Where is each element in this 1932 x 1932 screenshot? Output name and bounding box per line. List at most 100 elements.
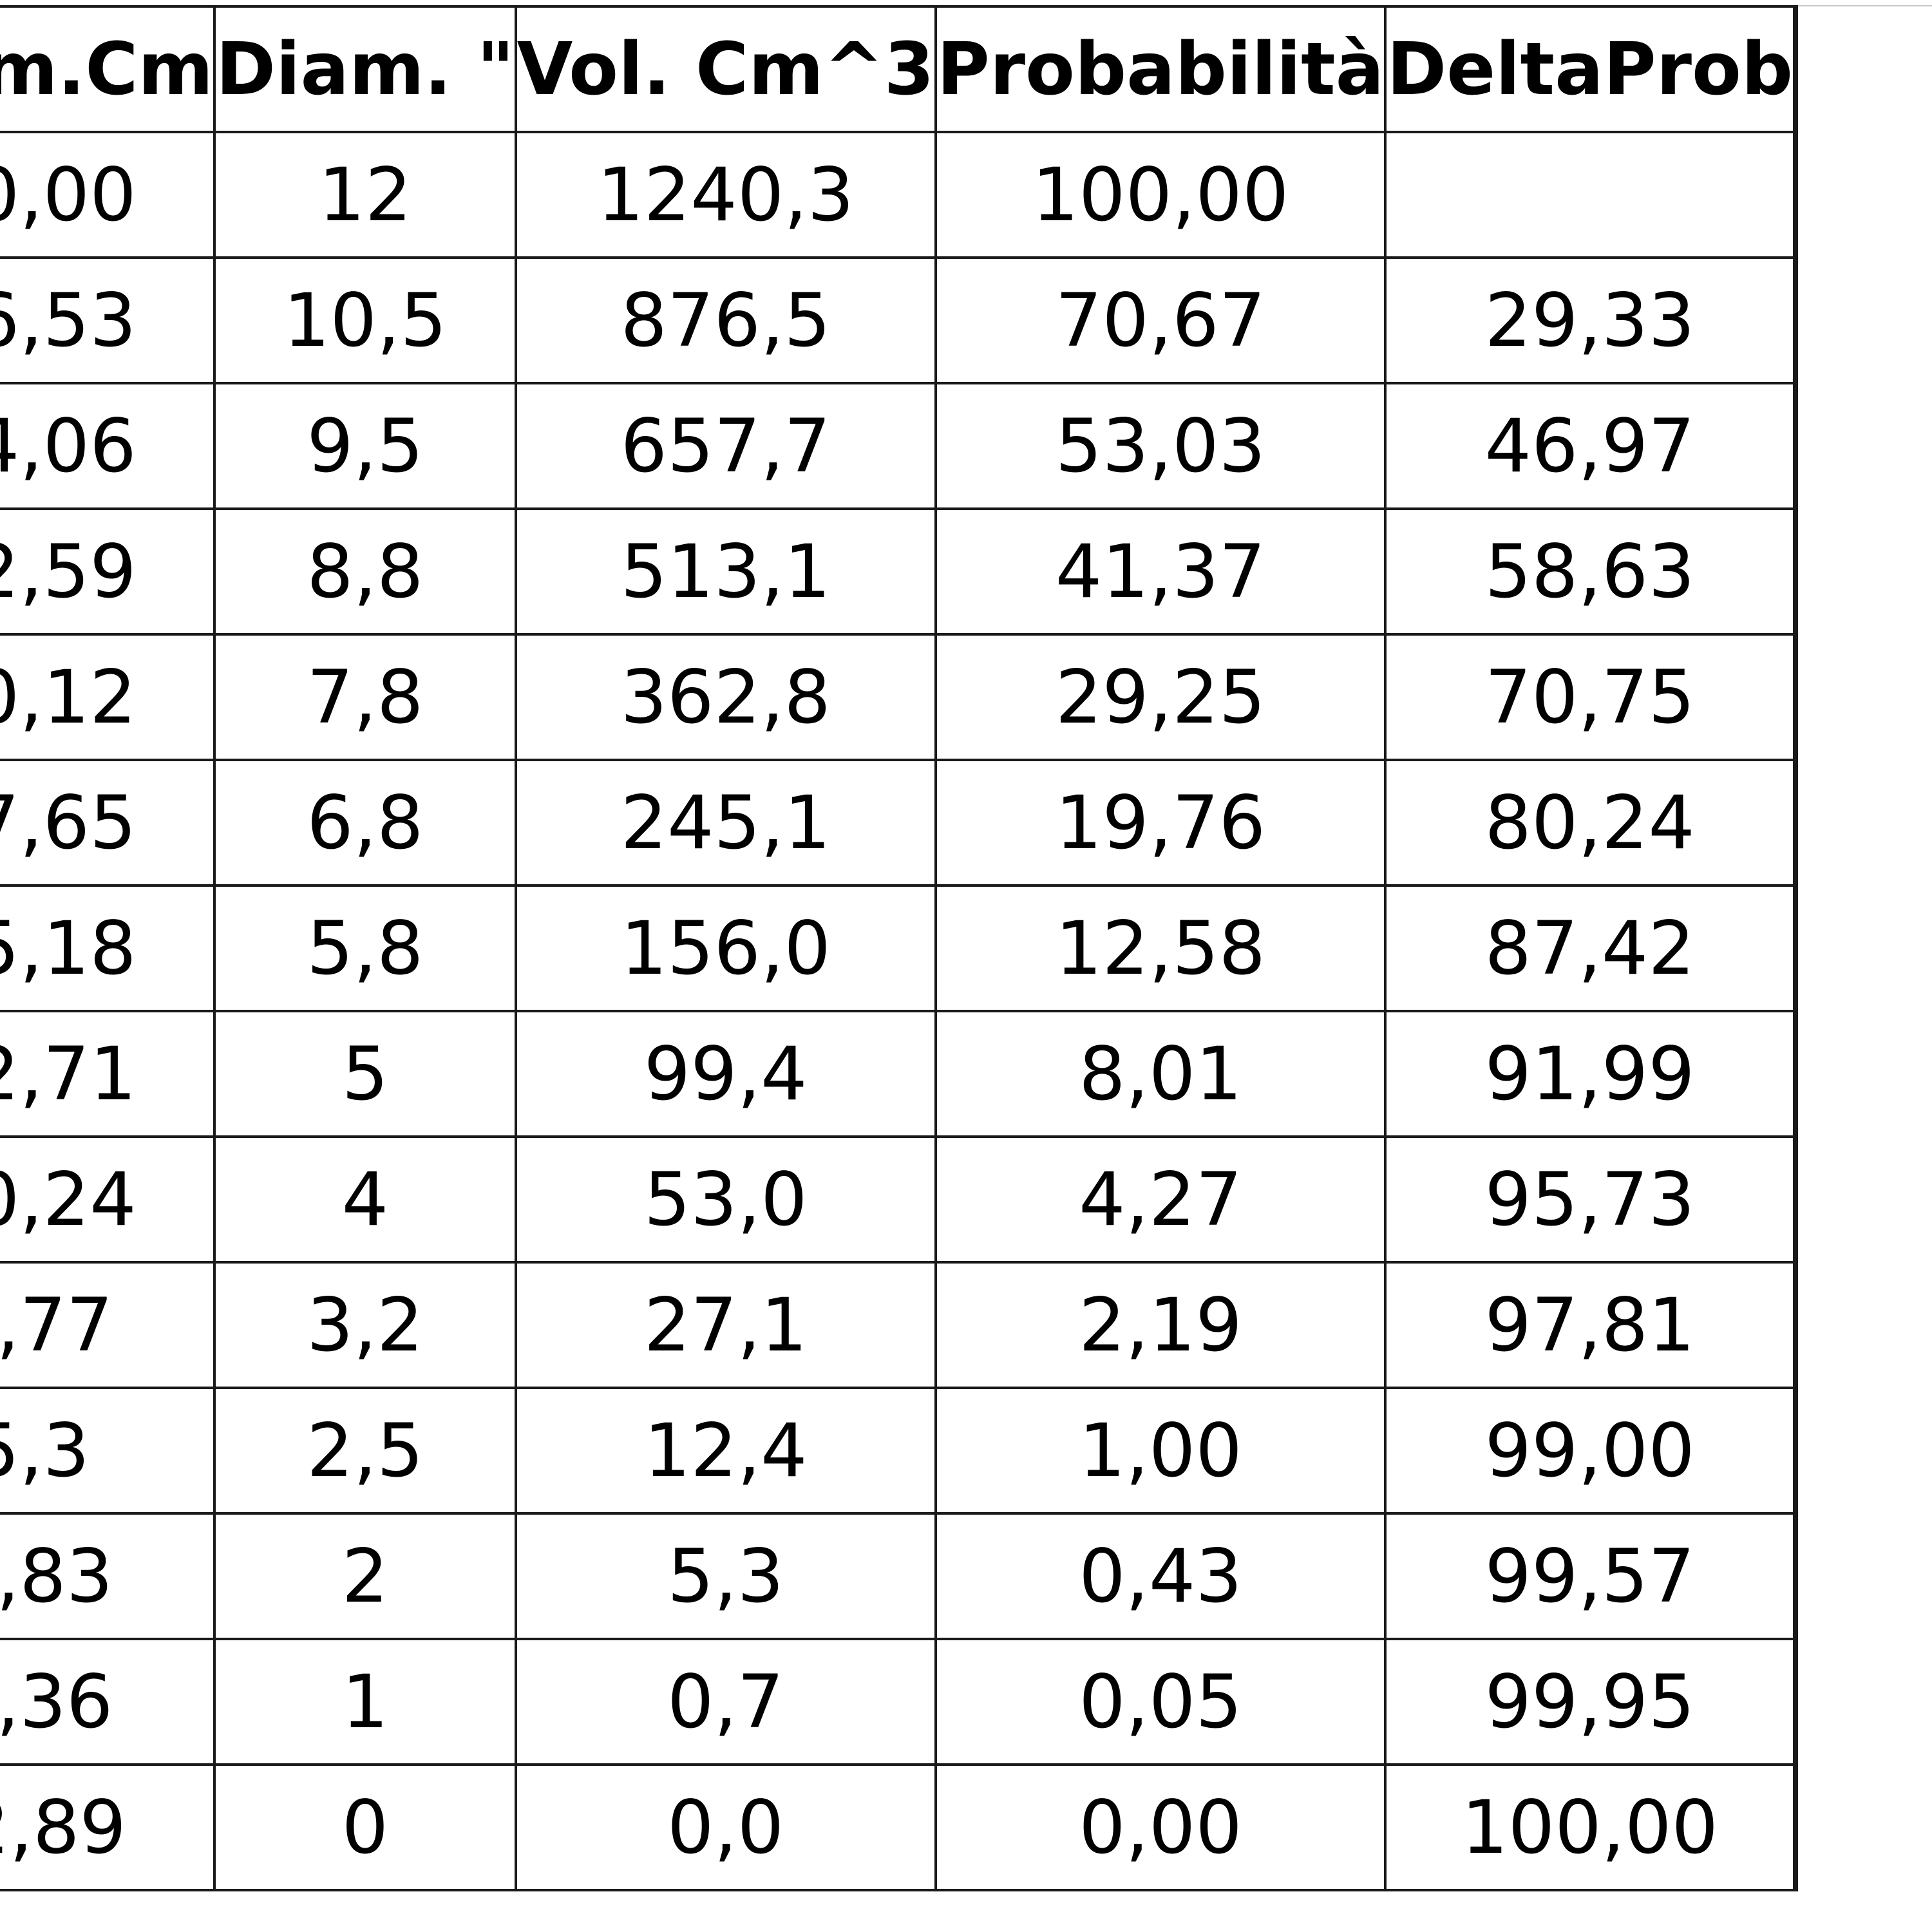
cell-delta-prob[interactable]: 97,81 <box>1384 1261 1796 1389</box>
cell-delta-prob[interactable]: 80,24 <box>1384 759 1796 887</box>
cell-diam-inch[interactable]: 9,5 <box>213 382 517 510</box>
cell-volume[interactable]: 0,0 <box>514 1763 937 1891</box>
header-next[interactable] <box>1793 5 1799 133</box>
cell-probability[interactable]: 0,00 <box>934 1763 1387 1891</box>
cell-next[interactable] <box>1793 759 1799 887</box>
cell-diam-inch[interactable]: 7,8 <box>213 633 517 761</box>
cell-next[interactable] <box>1793 507 1799 636</box>
cell-volume[interactable]: 876,5 <box>514 256 937 384</box>
cell-volume[interactable]: 245,1 <box>514 759 937 887</box>
cell-diam-inch[interactable]: 4 <box>213 1135 517 1264</box>
cell-volume[interactable]: 99,4 <box>514 1010 937 1138</box>
cell-next[interactable] <box>1793 1135 1799 1264</box>
cell-next[interactable] <box>1793 884 1799 1012</box>
cell-next[interactable] <box>1793 1512 1799 1640</box>
cell-diam-cm[interactable]: 17,65 <box>0 759 216 887</box>
cell-diam-inch[interactable]: 1 <box>213 1638 517 1766</box>
cell-diam-cm[interactable]: 24,06 <box>0 382 216 510</box>
cell-diam-inch[interactable]: 6,8 <box>213 759 517 887</box>
cell-delta-prob[interactable] <box>1384 131 1796 259</box>
cell-diam-inch[interactable]: 2 <box>213 1512 517 1640</box>
cell-delta-prob[interactable]: 95,73 <box>1384 1135 1796 1264</box>
cell-volume[interactable]: 53,0 <box>514 1135 937 1264</box>
header-diam-cm[interactable]: Diam.Cm <box>0 5 216 133</box>
cell-diam-cm[interactable]: -2,89 <box>0 1763 216 1891</box>
cell-delta-prob[interactable]: 99,57 <box>1384 1512 1796 1640</box>
cell-next[interactable] <box>1793 1638 1799 1766</box>
cell-diam-cm[interactable]: 20,12 <box>0 633 216 761</box>
cell-probability[interactable]: 100,00 <box>934 131 1387 259</box>
cell-volume[interactable]: 27,1 <box>514 1261 937 1389</box>
cell-next[interactable] <box>1793 256 1799 384</box>
cell-diam-cm[interactable]: 15,18 <box>0 884 216 1012</box>
cell-diam-cm[interactable]: 2,83 <box>0 1512 216 1640</box>
cell-probability[interactable]: 1,00 <box>934 1387 1387 1515</box>
cell-volume[interactable]: 513,1 <box>514 507 937 636</box>
cell-diam-cm[interactable]: 5,3 <box>0 1387 216 1515</box>
cell-diam-cm[interactable]: 26,53 <box>0 256 216 384</box>
cell-delta-prob[interactable]: 99,00 <box>1384 1387 1796 1515</box>
cell-delta-prob[interactable]: 70,75 <box>1384 633 1796 761</box>
cell-diam-inch[interactable]: 5 <box>213 1010 517 1138</box>
header-probability[interactable]: Probabilità <box>934 5 1387 133</box>
cell-diam-cm[interactable]: 7,77 <box>0 1261 216 1389</box>
cell-delta-prob[interactable]: 87,42 <box>1384 884 1796 1012</box>
cell-next[interactable] <box>1793 1763 1799 1891</box>
cell-volume[interactable]: 0,7 <box>514 1638 937 1766</box>
cell-next[interactable] <box>1793 1010 1799 1138</box>
cell-diam-inch[interactable]: 10,5 <box>213 256 517 384</box>
cell-volume[interactable]: 657,7 <box>514 382 937 510</box>
cell-diam-inch[interactable]: 2,5 <box>213 1387 517 1515</box>
top-border <box>0 0 1932 6</box>
cell-probability[interactable]: 53,03 <box>934 382 1387 510</box>
cell-probability[interactable]: 0,05 <box>934 1638 1387 1766</box>
cell-diam-inch[interactable]: 8,8 <box>213 507 517 636</box>
cell-probability[interactable]: 29,25 <box>934 633 1387 761</box>
cell-next[interactable] <box>1793 1261 1799 1389</box>
cell-volume[interactable]: 1240,3 <box>514 131 937 259</box>
cell-probability[interactable]: 41,37 <box>934 507 1387 636</box>
cell-delta-prob[interactable]: 91,99 <box>1384 1010 1796 1138</box>
cell-probability[interactable]: 19,76 <box>934 759 1387 887</box>
cell-delta-prob[interactable]: 46,97 <box>1384 382 1796 510</box>
cell-probability[interactable]: 0,43 <box>934 1512 1387 1640</box>
cell-delta-prob[interactable]: 100,00 <box>1384 1763 1796 1891</box>
cell-diam-cm[interactable]: 22,59 <box>0 507 216 636</box>
cell-diam-inch[interactable]: 5,8 <box>213 884 517 1012</box>
cell-diam-inch[interactable]: 3,2 <box>213 1261 517 1389</box>
cell-diam-cm[interactable]: 0,36 <box>0 1638 216 1766</box>
cell-delta-prob[interactable]: 29,33 <box>1384 256 1796 384</box>
cell-probability[interactable]: 2,19 <box>934 1261 1387 1389</box>
cell-probability[interactable]: 70,67 <box>934 256 1387 384</box>
cell-next[interactable] <box>1793 131 1799 259</box>
cell-volume[interactable]: 5,3 <box>514 1512 937 1640</box>
header-volume[interactable]: Vol. Cm^3 <box>514 5 937 133</box>
cell-diam-cm[interactable]: 30,00 <box>0 131 216 259</box>
cell-next[interactable] <box>1793 1387 1799 1515</box>
cell-volume[interactable]: 362,8 <box>514 633 937 761</box>
header-delta-prob[interactable]: DeltaProb <box>1384 5 1796 133</box>
data-table: Diam.Cm Diam. " Vol. Cm^3 Probabilità De… <box>0 5 1799 1891</box>
header-diam-inch[interactable]: Diam. " <box>213 5 517 133</box>
cell-diam-cm[interactable]: 12,71 <box>0 1010 216 1138</box>
cell-volume[interactable]: 156,0 <box>514 884 937 1012</box>
cell-next[interactable] <box>1793 382 1799 510</box>
cell-delta-prob[interactable]: 99,95 <box>1384 1638 1796 1766</box>
cell-delta-prob[interactable]: 58,63 <box>1384 507 1796 636</box>
cell-diam-cm[interactable]: 10,24 <box>0 1135 216 1264</box>
cell-probability[interactable]: 12,58 <box>934 884 1387 1012</box>
cell-probability[interactable]: 4,27 <box>934 1135 1387 1264</box>
cell-probability[interactable]: 8,01 <box>934 1010 1387 1138</box>
cell-diam-inch[interactable]: 0 <box>213 1763 517 1891</box>
cell-next[interactable] <box>1793 633 1799 761</box>
cell-volume[interactable]: 12,4 <box>514 1387 937 1515</box>
cell-diam-inch[interactable]: 12 <box>213 131 517 259</box>
